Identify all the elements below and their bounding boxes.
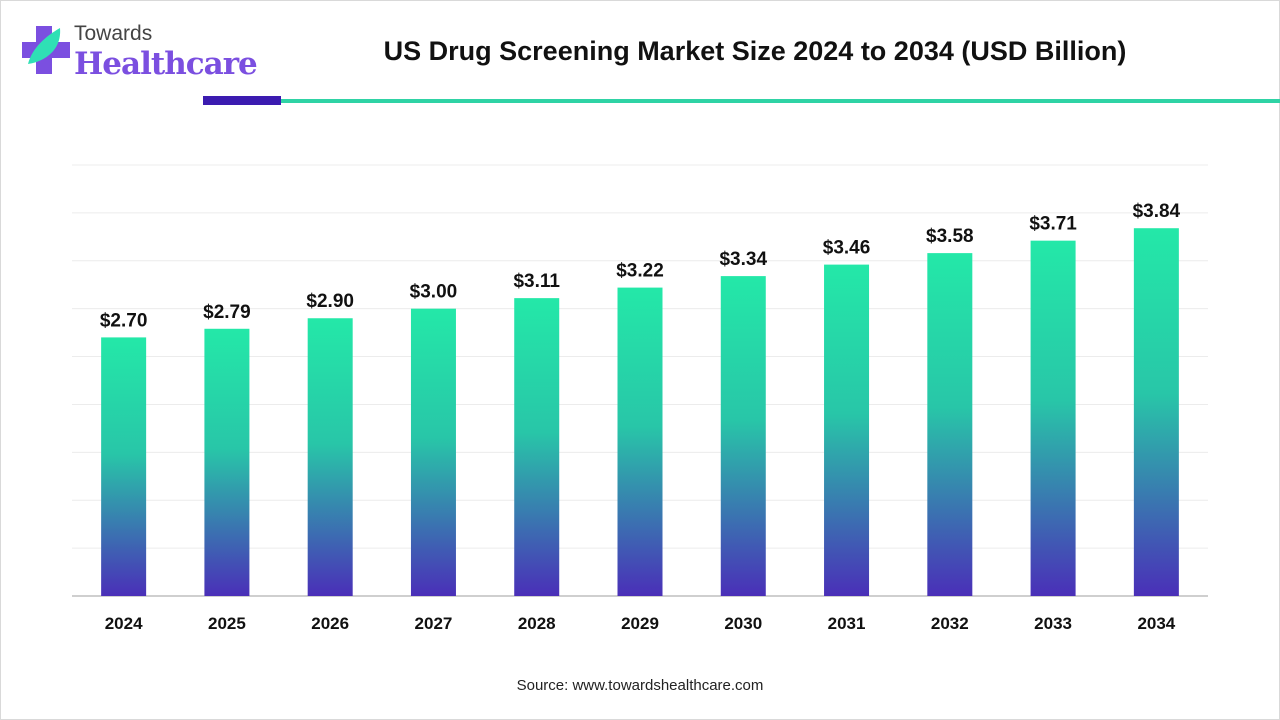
- accent-bar-teal: [281, 99, 1280, 103]
- x-tick-label-2031: 2031: [828, 614, 866, 633]
- accent-bar-purple: [203, 96, 281, 105]
- bar-2026: [307, 318, 353, 596]
- bar-2032: [927, 253, 973, 597]
- data-label-2029: $3.22: [616, 261, 664, 282]
- bar-2025: [204, 328, 250, 596]
- bar-2034: [1133, 228, 1179, 597]
- data-label-2032: $3.58: [926, 226, 974, 247]
- chart-title: US Drug Screening Market Size 2024 to 20…: [383, 36, 1127, 66]
- data-label-2026: $2.90: [306, 291, 354, 312]
- logo: Towards Healthcare: [22, 22, 258, 82]
- x-tick-label-2032: 2032: [931, 614, 969, 633]
- x-tick-label-2030: 2030: [724, 614, 762, 633]
- bar-2028: [514, 298, 560, 596]
- data-label-2025: $2.79: [203, 302, 251, 323]
- x-tick-label-2027: 2027: [415, 614, 453, 633]
- data-label-2028: $3.11: [513, 271, 560, 292]
- bar-2030: [720, 276, 766, 596]
- bar-2024: [101, 337, 147, 596]
- data-label-2034: $3.84: [1133, 201, 1181, 222]
- x-tick-label-2024: 2024: [105, 614, 143, 633]
- logo-healthcare: Healthcare: [74, 46, 258, 82]
- x-tick-label-2033: 2033: [1034, 614, 1072, 633]
- data-label-2031: $3.46: [823, 238, 871, 259]
- bar-2029: [617, 287, 663, 596]
- data-label-2033: $3.71: [1029, 214, 1077, 235]
- x-tick-label-2025: 2025: [208, 614, 246, 633]
- x-tick-label-2028: 2028: [518, 614, 556, 633]
- bar-2027: [410, 308, 456, 596]
- source-text: Source: www.towardshealthcare.com: [516, 677, 764, 694]
- bar-2033: [1030, 240, 1076, 597]
- bar-2031: [824, 264, 870, 596]
- x-tick-label-2029: 2029: [621, 614, 659, 633]
- data-label-2024: $2.70: [100, 310, 148, 331]
- x-tick-label-2026: 2026: [311, 614, 349, 633]
- cross-leaf-icon: [22, 26, 70, 74]
- x-tick-label-2034: 2034: [1137, 614, 1175, 633]
- data-label-2030: $3.34: [719, 249, 767, 270]
- data-label-2027: $3.00: [410, 282, 458, 303]
- logo-towards: Towards: [74, 22, 153, 45]
